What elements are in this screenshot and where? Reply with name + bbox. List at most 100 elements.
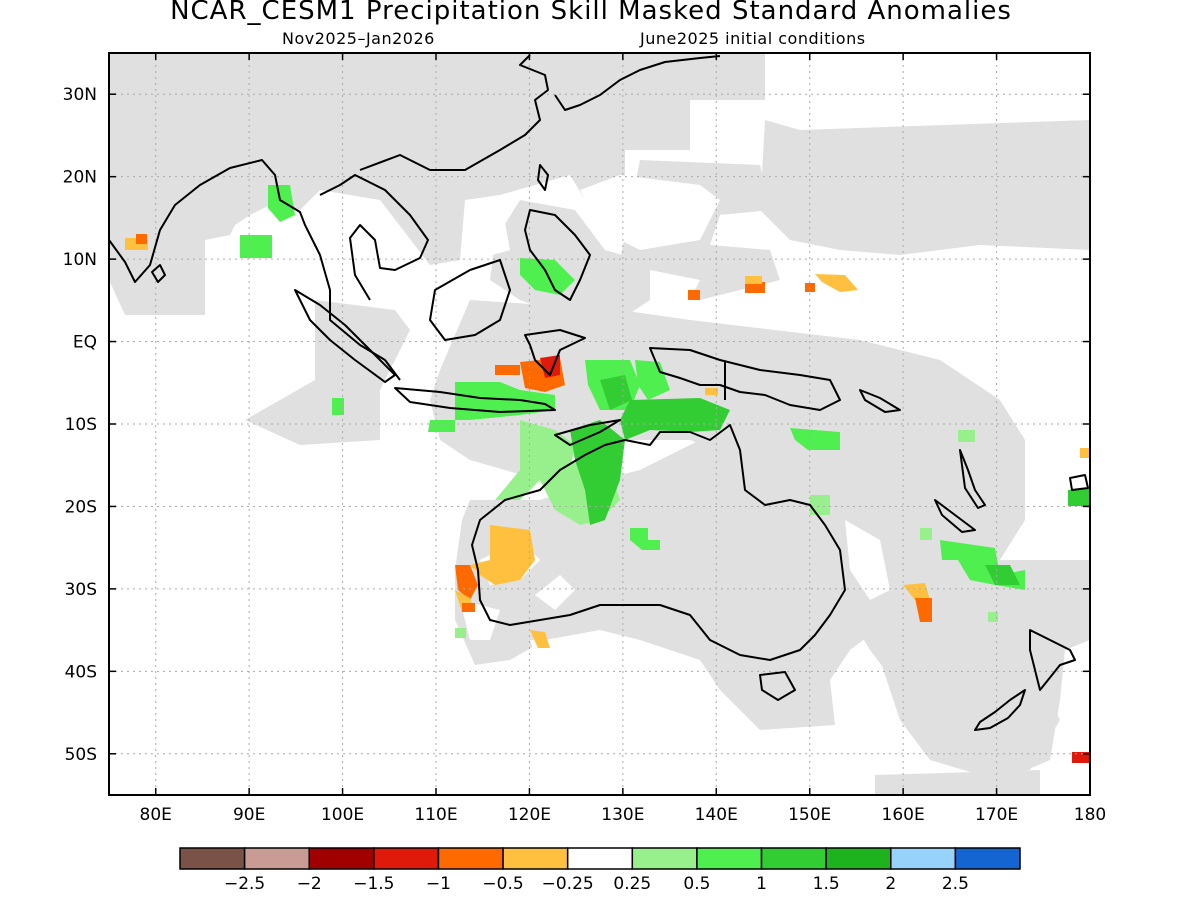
anomaly-cell <box>240 235 272 258</box>
coastline-new-zealand-south <box>974 689 1026 731</box>
anomaly-cell <box>570 420 625 525</box>
colorbar-label: −0.5 <box>482 874 523 894</box>
anomaly-cell <box>268 185 295 222</box>
coastline-sri-lanka <box>151 264 166 283</box>
anomaly-cell <box>903 583 930 600</box>
colorbar-label: 1 <box>756 874 767 894</box>
anomaly-cell <box>462 603 475 612</box>
colorbar-swatch <box>696 847 763 870</box>
colorbar-swatch <box>373 847 440 870</box>
colorbar-label: 0.25 <box>613 874 651 894</box>
mask-region-southeast <box>875 770 1040 795</box>
lat-label: 20N <box>63 168 97 188</box>
coastline-java <box>394 387 556 413</box>
lat-label: 30S <box>65 580 97 600</box>
coastline-vanuatu <box>959 449 986 509</box>
coastline-indochina <box>319 174 429 301</box>
lon-label: 90E <box>233 805 265 825</box>
initial-conditions: June2025 initial conditions <box>640 29 866 48</box>
anomaly-cell <box>688 290 700 300</box>
anomaly-cell <box>470 525 535 585</box>
coastline-sumatra <box>294 289 396 383</box>
map-plot-area <box>109 53 1090 795</box>
anomaly-cell <box>988 612 998 622</box>
lon-label: 120E <box>508 805 551 825</box>
colorbar-swatch <box>890 847 957 870</box>
lat-label: 20S <box>65 497 97 517</box>
lon-label: 110E <box>414 805 457 825</box>
forecast-period: Nov2025–Jan2026 <box>282 29 435 48</box>
colorbar-label: 2.5 <box>942 874 969 894</box>
anomaly-cell <box>815 274 858 292</box>
coastline-new-guinea <box>649 347 841 411</box>
anomaly-cell <box>495 420 575 500</box>
colorbar-label: −2 <box>297 874 322 894</box>
coastline-new-zealand-north <box>1029 629 1076 691</box>
chart-title: NCAR_CESM1 Precipitation Skill Masked St… <box>170 0 1012 26</box>
mask-region-tasman <box>880 650 1060 775</box>
colorbar-label: 1.5 <box>813 874 840 894</box>
lon-label: 170E <box>975 805 1018 825</box>
lon-label: 140E <box>695 805 738 825</box>
lon-label: 130E <box>601 805 644 825</box>
coastline-korea-japan <box>554 55 721 111</box>
colorbar-swatch <box>437 847 504 870</box>
coastline-australia <box>471 424 846 661</box>
anomaly-cell <box>810 495 830 515</box>
coastline-new-caledonia <box>934 499 976 533</box>
coastline-solomons <box>859 389 901 413</box>
lat-label: EQ <box>73 333 97 353</box>
colorbar-swatch <box>631 847 698 870</box>
coastlines <box>109 54 1089 731</box>
anomaly-cell <box>495 365 520 375</box>
colorbar-label: −2.5 <box>224 874 265 894</box>
anomaly-cell <box>745 276 762 284</box>
mask-region-philippines <box>490 200 650 320</box>
coastline-timor <box>554 419 621 446</box>
anomaly-cell <box>790 428 840 450</box>
colorbar-label: −1 <box>426 874 451 894</box>
anomaly-cell <box>915 598 932 622</box>
colorbar-label: −0.25 <box>542 874 594 894</box>
coastline-tasmania <box>759 671 796 701</box>
lon-label: 150E <box>788 805 831 825</box>
anomaly-cell <box>530 630 550 648</box>
colorbar-swatch <box>760 847 827 870</box>
longitude-axis: 80E 90E 100E 110E 120E 130E 140E 150E 160E 170E 18… <box>140 53 1106 825</box>
colorbar-swatch <box>566 847 634 870</box>
colorbar-swatch <box>308 847 375 870</box>
anomaly-cell <box>1080 448 1090 458</box>
anomaly-cell <box>620 398 730 440</box>
anomaly-cell <box>635 360 670 400</box>
lon-label: 100E <box>321 805 364 825</box>
latitude-axis: 30N 20N 10N EQ 10S 20S 30S 40S 50S <box>63 85 1090 765</box>
lat-label: 10S <box>65 415 97 435</box>
colorbar-label: 0.5 <box>683 874 710 894</box>
anomaly-cell <box>600 375 632 410</box>
anomaly-cell <box>455 628 466 638</box>
coastline-china <box>359 54 549 171</box>
lat-label: 30N <box>63 85 97 105</box>
mask-region-indian-ocean <box>245 300 410 445</box>
colorbar <box>179 847 1021 870</box>
anomaly-cell <box>1072 752 1090 763</box>
colorbar-swatch <box>825 847 892 870</box>
anomaly-cell <box>1068 488 1090 506</box>
colorbar-swatch <box>179 847 246 870</box>
anomaly-cell <box>630 528 660 550</box>
lon-label: 80E <box>140 805 172 825</box>
lon-label: 180 <box>1074 805 1106 825</box>
anomaly-cell <box>920 528 932 540</box>
anomaly-cell <box>332 398 344 415</box>
colorbar-labels: −2.5 −2 −1.5 −1 −0.5 −0.25 0.25 0.5 1 1.5 2 2.5 <box>224 874 969 894</box>
coastline-sulawesi <box>524 329 586 376</box>
coastline-fiji <box>1069 474 1089 491</box>
anomaly-cell <box>455 565 478 600</box>
lat-label: 10N <box>63 250 97 270</box>
colorbar-label: 2 <box>885 874 896 894</box>
anomaly-cell <box>136 234 147 244</box>
lon-label: 160E <box>882 805 925 825</box>
mask-region-asia <box>109 53 765 315</box>
anomaly-cell <box>745 282 765 293</box>
